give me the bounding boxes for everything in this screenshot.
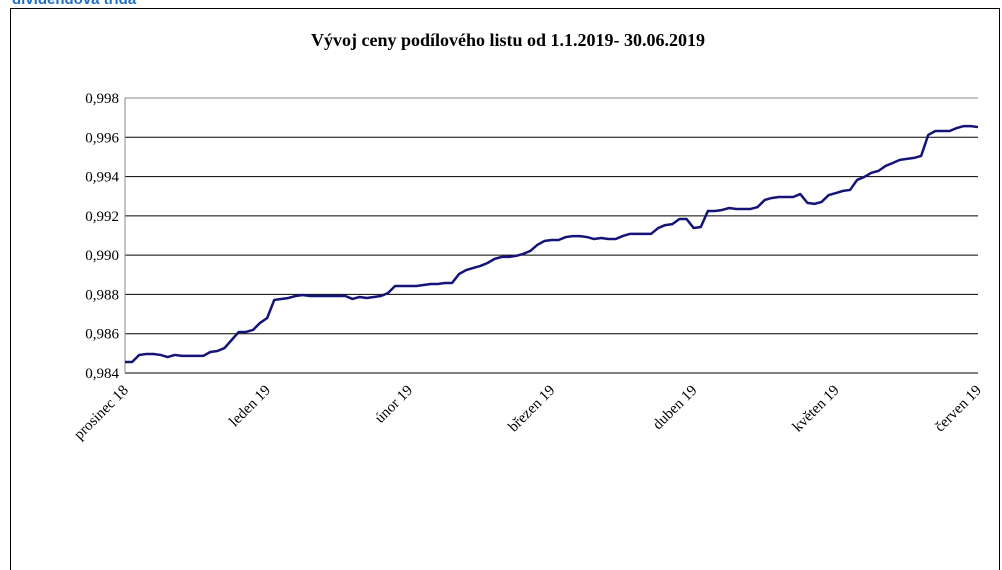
x-tick-label: březen 19: [505, 383, 558, 436]
x-tick-label: prosinec 18: [71, 383, 132, 444]
y-tick-label: 0,992: [85, 209, 119, 225]
x-tick-label: leden 19: [226, 383, 274, 431]
y-tick-label: 0,986: [85, 327, 119, 343]
chart-frame: [10, 8, 1000, 570]
price-line: [125, 124, 979, 364]
chart-title: Vývoj ceny podílového listu od 1.1.2019-…: [311, 30, 705, 50]
x-tick-label: květen 19: [790, 383, 843, 436]
y-tick-label: 0,996: [85, 130, 119, 146]
y-tick-label: 0,988: [85, 287, 119, 303]
x-tick-label: únor 19: [372, 383, 416, 427]
y-tick-label: 0,990: [85, 248, 119, 264]
y-tick-label: 0,994: [85, 170, 119, 186]
x-tick-label: červen 19: [932, 383, 985, 436]
section-header: dividendová třída: [12, 0, 136, 8]
y-tick-label: 0,998: [85, 91, 119, 107]
y-tick-label: 0,984: [85, 366, 119, 382]
x-tick-label: duben 19: [650, 383, 701, 434]
